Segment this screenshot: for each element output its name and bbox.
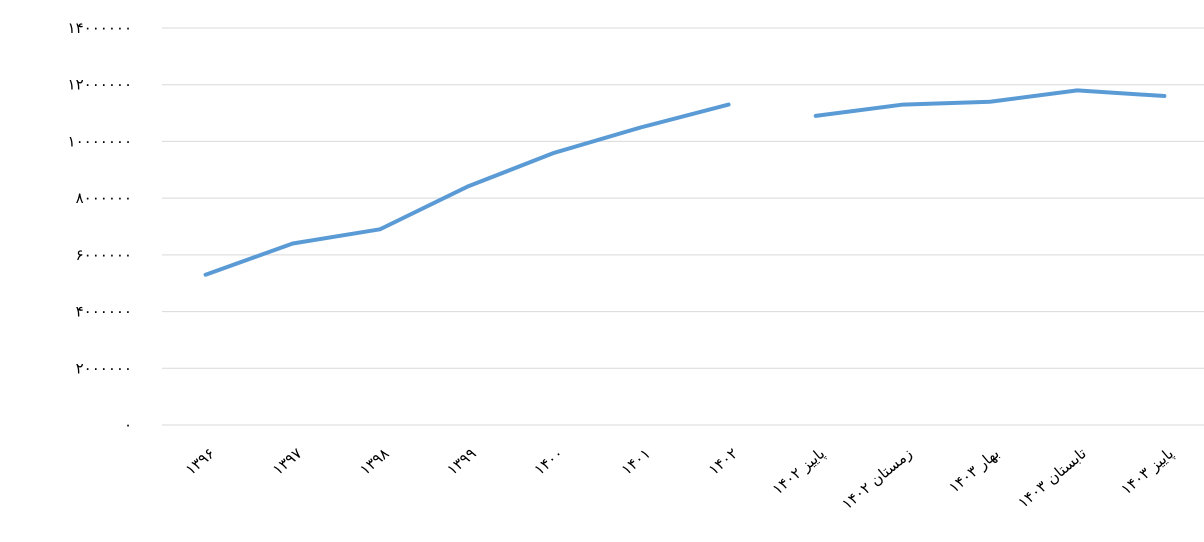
y-tick-label: ۱۰۰۰۰۰۰۰	[68, 132, 132, 150]
line	[203, 102, 731, 277]
x-tick-label: ۱۳۹۷	[269, 444, 305, 479]
x-tick-label: بهار ۱۴۰۳	[945, 444, 1002, 496]
y-tick-label: ۱۲۰۰۰۰۰۰	[68, 76, 132, 94]
y-tick-label: ۲۰۰۰۰۰۰	[76, 359, 132, 377]
line	[813, 88, 1167, 118]
y-tick-label: ۰	[124, 416, 132, 434]
x-tick-label: پاییز ۱۴۰۲	[769, 444, 829, 499]
x-tick-label: زمستان ۱۴۰۲	[838, 444, 915, 513]
x-tick-label: ۱۴۰۰	[531, 444, 567, 479]
y-tick-label: ۱۴۰۰۰۰۰۰	[68, 19, 132, 37]
x-tick-label: پاییز ۱۴۰۳	[1117, 444, 1177, 499]
x-tick-label: تابستان ۱۴۰۳	[1014, 444, 1089, 511]
x-tick-label: ۱۴۰۲	[705, 444, 741, 479]
y-tick-label: ۸۰۰۰۰۰۰	[76, 189, 132, 207]
x-tick-label: ۱۳۹۶	[182, 444, 218, 479]
x-tick-label: ۱۳۹۹	[443, 444, 479, 479]
y-tick-label: ۴۰۰۰۰۰۰	[76, 303, 132, 321]
x-tick-label: ۱۴۰۱	[618, 444, 654, 479]
x-tick-label: ۱۳۹۸	[356, 444, 392, 479]
y-tick-label: ۶۰۰۰۰۰۰	[76, 246, 132, 264]
